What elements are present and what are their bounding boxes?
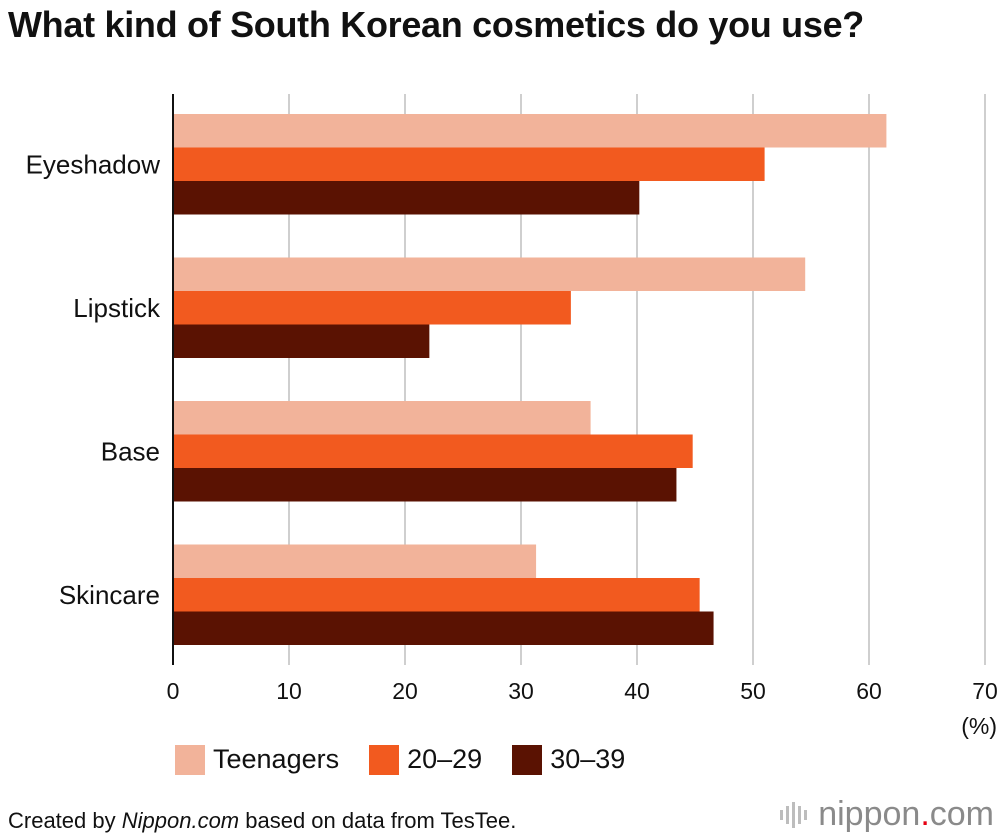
legend-item-30-39: 30–39: [512, 744, 625, 775]
category-label-lipstick: Lipstick: [73, 293, 161, 323]
legend-swatch-20-29: [369, 744, 400, 775]
bar-chart: 0 10 20 30 40 50 60 70 (%) Eyeshadow Lipstick Base S…: [26, 94, 998, 739]
bar-base-0: [173, 401, 591, 435]
bar-base-2: [173, 468, 677, 502]
category-label-base: Base: [101, 436, 160, 466]
credit-source: Nippon.com: [121, 808, 240, 833]
legend-item-20-29: 20–29: [369, 744, 482, 775]
brand-logo: nippon. com: [780, 795, 994, 834]
bar-lipstick-2: [173, 324, 430, 358]
sound-bars-icon: [780, 801, 810, 828]
source-credit: Created by Nippon.com based on data from…: [8, 808, 516, 834]
brand-tld: com: [929, 795, 994, 833]
legend-label-teenagers: Teenagers: [213, 744, 340, 774]
bar-eyeshadow-1: [173, 147, 765, 181]
x-tick-label-40: 40: [624, 678, 650, 704]
legend: Teenagers 20–29 30–39: [175, 744, 655, 775]
brand-dot: .: [920, 795, 930, 833]
x-tick-label-70: 70: [972, 678, 998, 704]
bar-lipstick-1: [173, 291, 571, 325]
x-tick-label-30: 30: [508, 678, 534, 704]
category-label-skincare: Skincare: [59, 580, 160, 610]
brand-name: nippon: [818, 795, 921, 833]
bar-skincare-0: [173, 544, 537, 578]
bar-eyeshadow-0: [173, 114, 887, 148]
legend-label-30-39: 30–39: [550, 744, 626, 774]
legend-label-20-29: 20–29: [407, 744, 483, 774]
category-label-eyeshadow: Eyeshadow: [26, 149, 161, 179]
bar-base-1: [173, 434, 693, 468]
chart-title: What kind of South Korean cosmetics do y…: [8, 4, 864, 45]
x-tick-label-20: 20: [392, 678, 418, 704]
x-unit-label: (%): [961, 713, 997, 739]
x-tick-label-60: 60: [856, 678, 882, 704]
legend-swatch-30-39: [512, 744, 543, 775]
x-tick-label-0: 0: [167, 678, 180, 704]
x-tick-label-10: 10: [276, 678, 302, 704]
bar-eyeshadow-2: [173, 181, 640, 215]
x-tick-label-50: 50: [740, 678, 766, 704]
credit-suffix: based on data from TesTee.: [239, 808, 517, 833]
legend-item-teenagers: Teenagers: [175, 744, 339, 775]
bar-skincare-1: [173, 578, 700, 612]
credit-prefix: Created by: [8, 808, 122, 833]
bar-lipstick-0: [173, 257, 806, 291]
bar-skincare-2: [173, 611, 714, 645]
legend-swatch-teenagers: [175, 744, 205, 775]
